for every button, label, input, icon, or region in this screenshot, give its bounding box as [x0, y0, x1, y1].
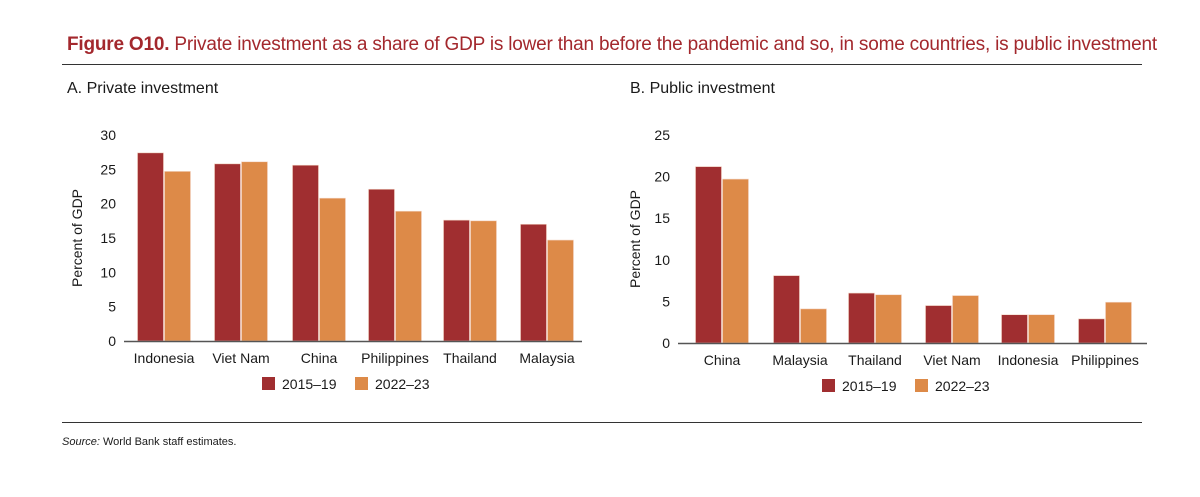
bar-philippines-2022–23 [395, 210, 422, 342]
bar-thailand-2015–19 [848, 292, 875, 344]
bar-philippines-2015–19 [1078, 318, 1105, 344]
y-tick-label: 30 [100, 127, 116, 143]
x-tick-label: Indonesia [134, 350, 195, 366]
y-tick-label: 15 [654, 210, 670, 226]
x-tick-label: Philippines [1071, 352, 1139, 368]
bar-indonesia-2022–23 [1028, 314, 1055, 344]
y-tick-label: 20 [654, 169, 670, 185]
bar-thailand-2022–23 [875, 294, 902, 344]
bar-thailand-2022–23 [470, 220, 497, 342]
y-tick-label: 10 [654, 252, 670, 268]
bottom-rule [62, 422, 1142, 423]
top-rule [62, 64, 1142, 65]
bar-indonesia-2015–19 [1001, 314, 1028, 344]
legend-swatch-2 [355, 377, 368, 390]
bar-philippines-2015–19 [368, 188, 395, 342]
bar-indonesia-2015–19 [137, 152, 164, 342]
x-tick-label: Thailand [443, 350, 497, 366]
bar-thailand-2015–19 [443, 219, 470, 342]
source-label: Source: [62, 436, 100, 448]
x-tick-label: China [704, 352, 741, 368]
panel-b-chart: 0 5 10 15 20 25 Percent of GDP China Malaysia Tha… [627, 127, 1147, 394]
y-tick-label: 0 [108, 333, 116, 349]
x-tick-label: Indonesia [998, 352, 1059, 368]
legend-label-1: 2015–19 [282, 376, 337, 392]
bar-china-2015–19 [292, 164, 319, 342]
legend-swatch-1 [822, 379, 835, 392]
legend-swatch-2 [915, 379, 928, 392]
source-note: Source: World Bank staff estimates. [62, 436, 236, 448]
legend-label-2: 2022–23 [935, 378, 990, 394]
x-tick-label: China [301, 350, 338, 366]
x-tick-label: Malaysia [772, 352, 827, 368]
y-tick-label: 25 [654, 127, 670, 143]
panel-b-title: B. Public investment [630, 80, 775, 97]
bar-viet-nam-2022–23 [241, 161, 268, 342]
bar-malaysia-2015–19 [773, 275, 800, 344]
y-axis-label: Percent of GDP [69, 189, 85, 287]
panel-a-chart: 0 5 10 15 20 25 30 Percent of GDP Indonesia Viet … [69, 127, 582, 392]
legend-swatch-1 [262, 377, 275, 390]
panel-a-title: A. Private investment [67, 80, 219, 97]
bar-china-2015–19 [695, 166, 722, 344]
bar-indonesia-2022–23 [164, 171, 191, 342]
x-tick-label: Viet Nam [212, 350, 269, 366]
y-tick-label: 15 [100, 230, 116, 246]
y-tick-label: 10 [100, 264, 116, 280]
x-tick-label: Malaysia [519, 350, 574, 366]
legend-label-1: 2015–19 [842, 378, 897, 394]
bar-china-2022–23 [722, 178, 749, 344]
figure-title: Figure O10. Private investment as a shar… [67, 34, 1157, 56]
x-tick-label: Viet Nam [923, 352, 980, 368]
y-tick-label: 20 [100, 196, 116, 212]
legend-label-2: 2022–23 [375, 376, 430, 392]
bar-viet-nam-2022–23 [952, 295, 979, 344]
bar-malaysia-2022–23 [547, 239, 574, 342]
bar-philippines-2022–23 [1105, 301, 1132, 344]
bar-malaysia-2015–19 [520, 223, 547, 342]
y-axis-label: Percent of GDP [627, 190, 643, 288]
y-tick-label: 25 [100, 161, 116, 177]
figure-title-text: Private investment as a share of GDP is … [174, 34, 1157, 55]
x-tick-label: Thailand [848, 352, 902, 368]
x-tick-label: Philippines [361, 350, 429, 366]
bar-malaysia-2022–23 [800, 308, 827, 344]
figure-label: Figure O10. [67, 34, 170, 55]
bar-china-2022–23 [319, 197, 346, 342]
source-text: World Bank staff estimates. [102, 436, 237, 448]
bar-viet-nam-2015–19 [925, 305, 952, 344]
y-tick-label: 5 [662, 293, 670, 309]
y-tick-label: 5 [108, 299, 116, 315]
y-tick-label: 0 [662, 335, 670, 351]
bar-viet-nam-2015–19 [214, 163, 241, 342]
